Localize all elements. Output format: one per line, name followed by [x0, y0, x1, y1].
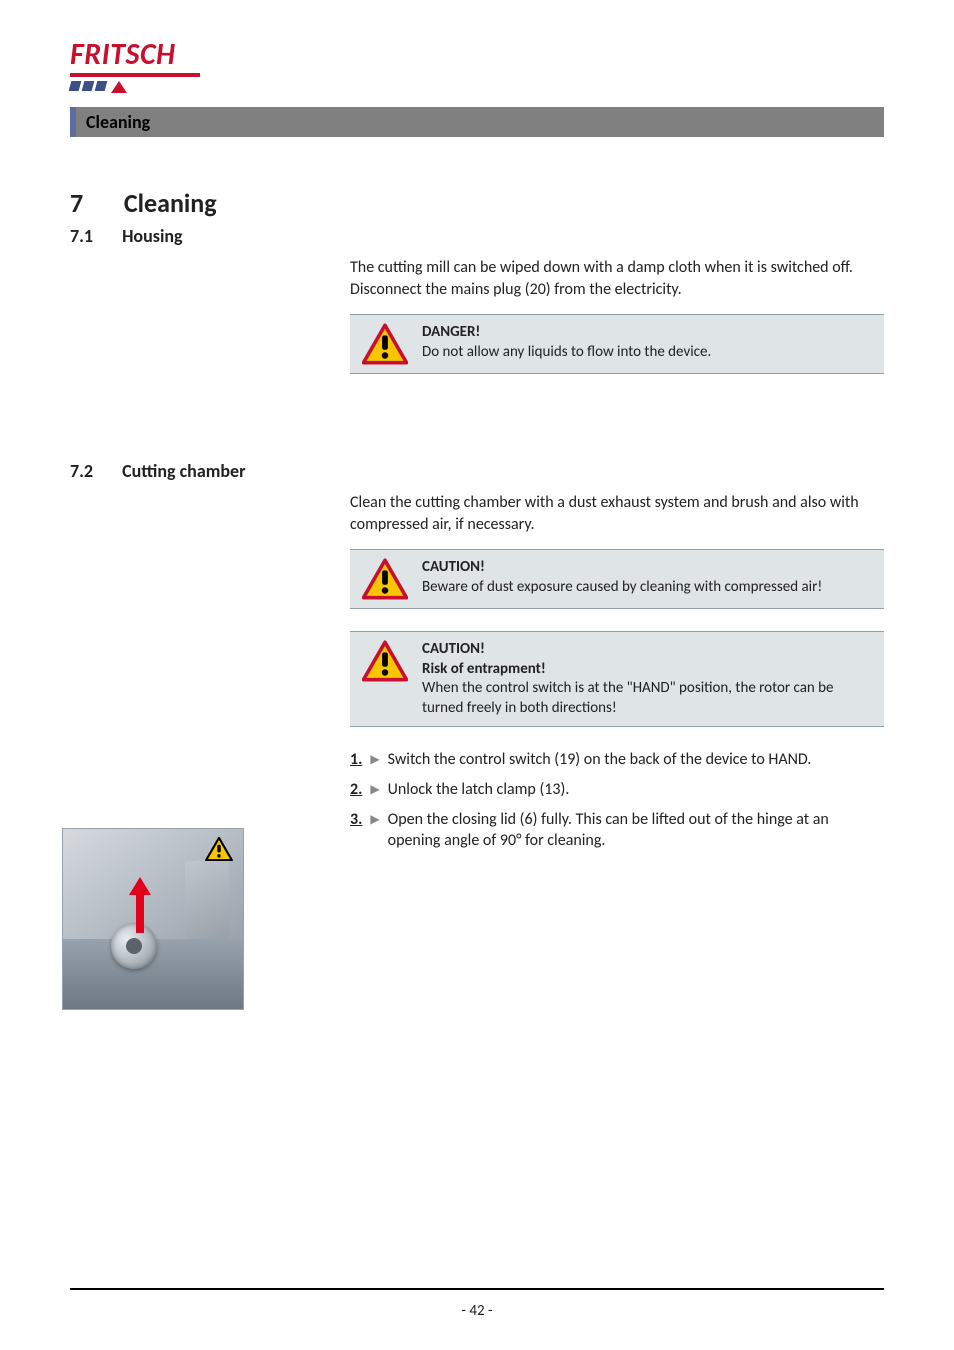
footer: - 42 - [0, 1302, 954, 1320]
device-illustration [62, 828, 244, 1010]
content: 7 Cleaning 7.1 Housing The cutting mill … [70, 187, 884, 1010]
subheading-title: Cutting chamber [122, 460, 245, 482]
subheading-title: Housing [122, 225, 183, 247]
step-item: 2. ▶ Unlock the latch clamp (13). [350, 779, 884, 801]
up-arrow-icon [129, 877, 151, 933]
row-7-2-intro: Clean the cutting chamber with a dust ex… [70, 492, 884, 860]
page: FRITSCH Cleaning 7 Cleaning 7.1 Housing … [0, 0, 954, 1350]
step-number: 2. [350, 779, 362, 801]
footer-rule [70, 1288, 884, 1290]
body-7-2: Clean the cutting chamber with a dust ex… [350, 492, 884, 535]
subheading-7-2: 7.2 Cutting chamber [70, 460, 884, 482]
subheading-number: 7.1 [70, 225, 118, 247]
row-7-1: The cutting mill can be wiped down with … [70, 257, 884, 396]
chapter-number: 7 [70, 187, 118, 219]
warning-label-icon [205, 837, 233, 861]
body-7-1: The cutting mill can be wiped down with … [350, 257, 884, 300]
callout-caution-dust-text: CAUTION! Beware of dust exposure caused … [422, 558, 872, 597]
brand-name: FRITSCH [70, 36, 884, 73]
step-text: Open the closing lid (6) fully. This can… [388, 809, 884, 852]
callout-caution-entrapment-title: CAUTION! [422, 640, 872, 660]
step-text: Switch the control switch (19) on the ba… [388, 749, 812, 771]
hazard-triangle-icon [362, 558, 408, 600]
chapter-heading: 7 Cleaning [70, 187, 884, 219]
section-title-bar: Cleaning [70, 107, 884, 137]
chapter-title: Cleaning [124, 187, 217, 219]
callout-danger: DANGER! Do not allow any liquids to flow… [350, 314, 884, 374]
step-number: 1. [350, 749, 362, 771]
step-text: Unlock the latch clamp (13). [388, 779, 570, 801]
callout-caution-dust: CAUTION! Beware of dust exposure caused … [350, 549, 884, 609]
section-title: Cleaning [86, 111, 150, 133]
step-arrow-icon: ▶ [370, 782, 379, 798]
steps-list: 1. ▶ Switch the control switch (19) on t… [350, 749, 884, 851]
step-item: 1. ▶ Switch the control switch (19) on t… [350, 749, 884, 771]
callout-danger-body: Do not allow any liquids to flow into th… [422, 343, 711, 361]
step-item: 3. ▶ Open the closing lid (6) fully. Thi… [350, 809, 884, 852]
callout-caution-entrapment-body: When the control switch is at the "HAND"… [422, 679, 834, 717]
callout-caution-dust-body: Beware of dust exposure caused by cleani… [422, 578, 822, 596]
brand-tiles [70, 81, 884, 93]
callout-caution-dust-title: CAUTION! [422, 558, 872, 578]
callout-caution-entrapment: CAUTION! Risk of entrapment! When the co… [350, 631, 884, 727]
brand-underline [70, 73, 230, 79]
hazard-triangle-icon [362, 323, 408, 365]
subheading-number: 7.2 [70, 460, 118, 482]
callout-caution-entrapment-subtitle: Risk of entrapment! [422, 660, 546, 678]
callout-danger-text: DANGER! Do not allow any liquids to flow… [422, 323, 872, 362]
page-number: - 42 - [461, 1302, 492, 1320]
subheading-7-1: 7.1 Housing [70, 225, 884, 247]
hazard-triangle-icon [362, 640, 408, 682]
brand-logo: FRITSCH [70, 36, 884, 93]
step-arrow-icon: ▶ [370, 752, 379, 768]
callout-caution-entrapment-text: CAUTION! Risk of entrapment! When the co… [422, 640, 872, 718]
step-arrow-icon: ▶ [370, 812, 379, 828]
step-number: 3. [350, 809, 362, 831]
callout-danger-title: DANGER! [422, 323, 872, 343]
